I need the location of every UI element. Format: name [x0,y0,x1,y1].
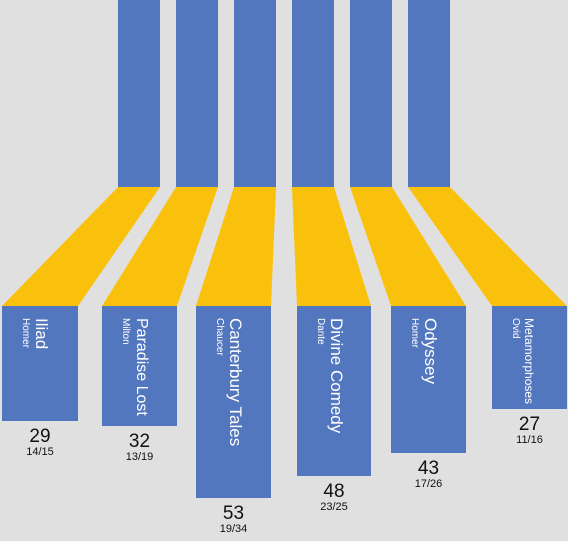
connector-band [350,187,466,306]
book-label: Divine Comedy Dante [315,318,346,434]
book-author: Ovid [510,318,522,339]
book-card: Paradise Lost Milton [102,306,177,426]
book-card: Odyssey Homer [391,306,466,453]
book-ratio: 13/19 [125,451,154,463]
book-author: Dante [315,318,327,345]
book-title: Odyssey [421,318,440,385]
book-card: Metamorphoses Ovid [492,306,567,409]
top-block [118,0,160,187]
book-label: Odyssey Homer [409,318,440,385]
book-title: Iliad [32,318,51,350]
connector-band [292,187,371,306]
connector-band [408,187,567,306]
top-block [176,0,218,187]
book-ratio: 11/16 [516,434,543,446]
book-ratio: 23/25 [320,501,348,513]
book-value: 32 [128,431,151,452]
connector-band [2,187,160,306]
book-title: Canterbury Tales [226,318,245,447]
book-author: Milton [120,318,132,345]
book-card: Canterbury Tales Chaucer [196,306,271,498]
top-block [350,0,392,187]
book-value: 27 [518,414,541,435]
book-value: 43 [417,458,440,479]
connector-band [196,187,276,306]
book-ratio: 19/34 [219,523,248,535]
book-author: Homer [20,318,32,349]
book-title: Divine Comedy [327,318,346,434]
book-author: Homer [409,318,421,349]
book-label: Iliad Homer [20,318,51,350]
connector-band [102,187,218,306]
book-card: Iliad Homer [2,306,78,421]
book-title: Metamorphoses [522,318,536,405]
book-label: Paradise Lost Milton [120,318,150,416]
book-value: 29 [29,426,51,447]
top-block [408,0,450,187]
top-block [292,0,334,187]
book-title: Paradise Lost [133,318,150,416]
book-value: 53 [222,503,245,524]
book-card: Divine Comedy Dante [297,306,371,476]
book-label: Metamorphoses Ovid [510,318,536,405]
book-ratio: 17/26 [414,478,443,490]
book-label: Canterbury Tales Chaucer [214,318,245,447]
book-value: 48 [323,481,345,502]
book-author: Chaucer [214,318,226,356]
book-ratio: 14/15 [26,446,54,458]
top-block [234,0,276,187]
